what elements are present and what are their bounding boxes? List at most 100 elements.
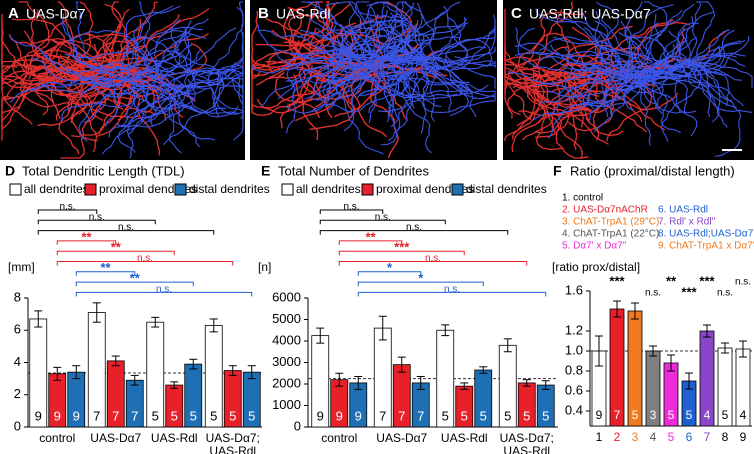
neuron-branch	[119, 5, 174, 72]
y-tick-label: 6	[14, 322, 21, 337]
neuron-branch	[288, 65, 394, 84]
neuron-branch	[510, 71, 598, 94]
neuron-branch	[434, 47, 496, 64]
n-label: 9	[355, 408, 362, 423]
y-tick-label: 8	[14, 289, 21, 304]
significance-label: n.s.	[406, 222, 422, 233]
neuron-branch	[532, 1, 574, 69]
significance-bracket	[75, 281, 194, 287]
n-label: 9	[73, 408, 80, 423]
neuron-branch	[124, 5, 181, 73]
significance-bracket	[37, 209, 98, 214]
x-tick-label: 8	[721, 430, 729, 444]
legend-label: all dendrites	[24, 182, 89, 196]
neuron-branch	[431, 65, 496, 102]
neuron-branch	[154, 33, 212, 95]
panel-letter: F	[553, 163, 562, 179]
significance-bracket	[319, 230, 509, 235]
neuron-branch	[279, 64, 313, 129]
neuron-branch	[377, 55, 401, 131]
n-label: 9	[336, 408, 343, 423]
significance-bracket	[37, 230, 215, 235]
neuron-branch	[600, 19, 641, 66]
neuron-branch	[623, 68, 676, 80]
legend-swatch	[281, 183, 294, 196]
x-tick-label: 9	[739, 430, 747, 444]
neuron-branch	[399, 26, 415, 62]
neuron-branch	[11, 18, 65, 83]
significance-label: *	[387, 260, 393, 275]
neuron-branch	[340, 50, 405, 69]
neuron-branch	[31, 57, 115, 82]
significance-bracket	[338, 261, 528, 266]
neuron-branch	[624, 1, 654, 63]
neuron-branch	[422, 17, 469, 75]
neuron-branch	[30, 9, 91, 73]
neuron-branch	[431, 36, 496, 57]
n-label: 5	[461, 408, 468, 423]
neuron-branch	[400, 74, 442, 108]
legend-label: 8. UAS-Rdl;UAS-Dα7	[658, 229, 754, 240]
significance-label: n.s.	[425, 253, 441, 264]
y-tick-label: 1.2	[565, 322, 583, 337]
neuron-branch	[445, 38, 493, 68]
significance-label: **	[130, 271, 141, 286]
neuron-branch	[256, 73, 301, 86]
n-label: 5	[686, 408, 693, 422]
x-tick-label: UAS-Rdl	[150, 431, 198, 445]
neuron-branch	[563, 79, 641, 107]
neuron-branch	[388, 13, 428, 64]
neuron-branch	[620, 21, 649, 72]
x-tick-label: UAS-Dα7	[376, 431, 428, 445]
significance-label: **	[666, 273, 677, 288]
neuron-branch	[227, 1, 244, 76]
neuron-branch	[532, 69, 635, 121]
neuron-branch	[594, 10, 608, 68]
neuron-branch	[686, 65, 753, 113]
n-label: 7	[398, 408, 405, 423]
neuron-branch	[628, 1, 668, 69]
neuron-branch	[307, 71, 356, 130]
neuron-branch	[660, 62, 702, 142]
significance-label: n.s.	[375, 212, 391, 223]
neuron-branch	[550, 44, 595, 73]
neuron-branch	[504, 54, 532, 82]
legend-label: 7. Rdl' x Rdl''	[658, 217, 716, 228]
legend-swatch	[174, 183, 187, 196]
panel-letter: A	[8, 5, 19, 22]
legend-swatch	[451, 183, 464, 196]
neuron-branch	[49, 33, 93, 66]
significance-label: n.s.	[118, 222, 134, 233]
legend-swatch	[9, 183, 22, 196]
n-label: 5	[190, 408, 197, 423]
neuron-branch	[553, 16, 622, 70]
neuron-branch	[9, 35, 115, 87]
neuron-branch	[616, 59, 658, 85]
neuron-branch	[61, 13, 131, 85]
neuron-branch	[198, 68, 244, 84]
y-axis-label: [mm]	[8, 260, 35, 274]
neuron-branch	[151, 30, 188, 79]
neuron-branch	[443, 5, 469, 72]
n-label: 3	[650, 408, 657, 422]
neuron-branch	[512, 46, 570, 73]
neuron-branch	[514, 42, 630, 64]
significance-label: n.s.	[89, 212, 105, 223]
neuron-branch	[566, 25, 633, 76]
neuron-branch	[16, 18, 68, 85]
significance-bracket	[338, 240, 403, 245]
neuron-branch	[142, 70, 199, 126]
x-tick-label: 7	[703, 430, 711, 444]
y-tick-label: 6000	[272, 289, 301, 304]
y-tick-label: 3000	[272, 354, 301, 369]
neuron-branch	[516, 64, 634, 88]
significance-label: n.s.	[444, 284, 460, 295]
n-label: 7	[112, 408, 119, 423]
neuron-branch	[183, 20, 196, 79]
neuron-branch	[604, 70, 612, 115]
neuron-branch	[251, 10, 268, 68]
neuron-branch	[58, 69, 90, 155]
neuron-branch	[506, 70, 532, 121]
significance-label: ***	[394, 240, 410, 255]
legend-label: distal dendrites	[189, 182, 270, 196]
